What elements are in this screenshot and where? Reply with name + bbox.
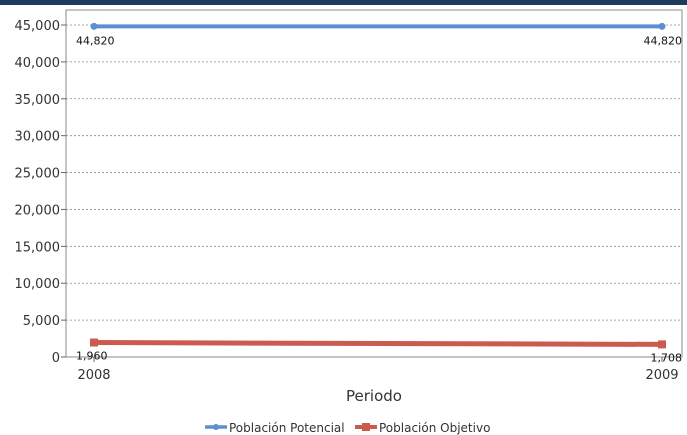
- plot-frame: [65, 9, 683, 358]
- y-tick-label: 0: [52, 351, 60, 366]
- y-tick-label: 5,000: [23, 314, 60, 329]
- axes: 0 5,000 10,000 15,000 20,000 25,000 30,000 35,0…: [15, 9, 683, 383]
- legend-entry: Población Potencial: [229, 421, 345, 435]
- data-label: 1,960: [76, 350, 108, 363]
- series-line: [91, 340, 665, 347]
- y-tick-label: 45,000: [15, 19, 61, 34]
- x-tick-label: 2008: [77, 368, 110, 383]
- data-label: 1,708: [651, 351, 683, 364]
- y-tick-label: 40,000: [15, 56, 61, 71]
- x-axis-title: Periodo: [346, 387, 402, 405]
- y-tick-label: 20,000: [15, 203, 61, 218]
- gridlines: [66, 24, 682, 321]
- legend-marker: [362, 423, 370, 431]
- data-label: 44,820: [644, 34, 683, 47]
- legend-marker: [213, 424, 219, 430]
- series-point: [658, 340, 666, 349]
- series-point: [658, 22, 666, 30]
- legend-entry: Población Objetivo: [379, 421, 490, 435]
- y-tick-label: 15,000: [15, 240, 61, 255]
- data-labels: 44,820 44,820 1,960 1,708: [76, 34, 682, 364]
- x-tick-label: 2009: [645, 368, 678, 383]
- y-tick-label: 35,000: [15, 93, 61, 108]
- y-tick-label: 10,000: [15, 277, 61, 292]
- series-lines: [90, 22, 666, 349]
- series-point: [90, 22, 98, 30]
- series-point: [90, 338, 98, 347]
- header-bar: [0, 0, 687, 5]
- data-label: 44,820: [76, 34, 115, 47]
- y-tick-label: 30,000: [15, 130, 61, 145]
- y-tick-label: 25,000: [15, 167, 61, 182]
- legend: Población Potencial Población Objetivo: [205, 421, 490, 435]
